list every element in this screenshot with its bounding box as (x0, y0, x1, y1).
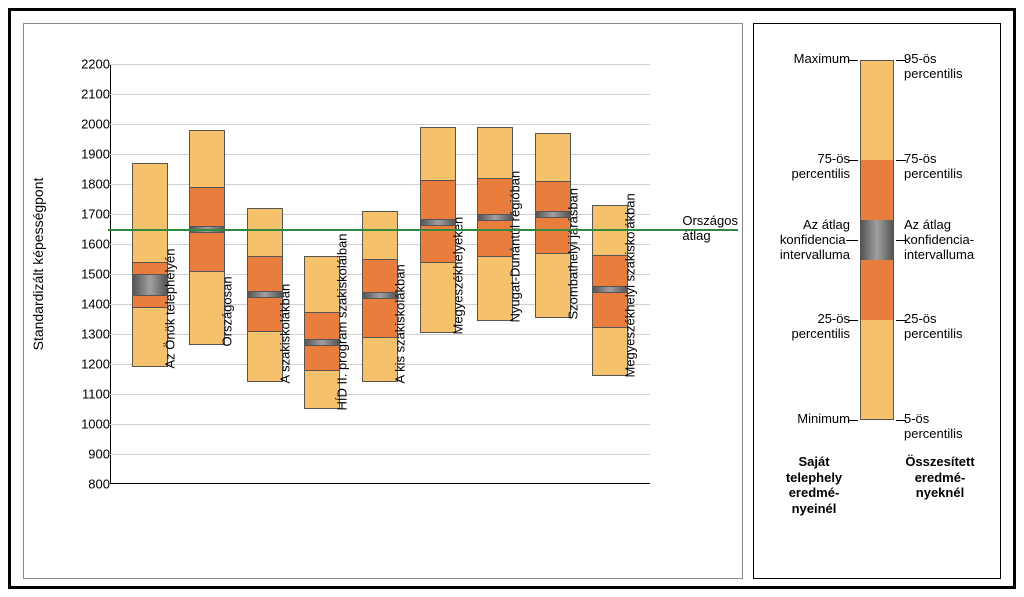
legend-label: 25-öspercentilis (750, 312, 850, 342)
category-label: Megyeszékhelyi szakiskolákban (623, 193, 638, 377)
legend-label: 25-öspercentilis (904, 312, 1004, 342)
legend-label: 75-öspercentilis (750, 152, 850, 182)
y-tick-label: 1500 (70, 267, 110, 282)
legend-seg-p95 (860, 60, 894, 160)
legend-box (860, 60, 894, 420)
category-label: A szakiskolákban (277, 284, 292, 384)
y-tick-label: 1100 (70, 387, 110, 402)
y-tick-label: 1800 (70, 177, 110, 192)
boxplot-column (189, 64, 225, 484)
legend-label: Maximum (750, 52, 850, 67)
y-tick-label: 2200 (70, 57, 110, 72)
y-tick-label: 2100 (70, 87, 110, 102)
legend-label: 5-öspercentilis (904, 412, 1004, 442)
legend-label: 95-öspercentilis (904, 52, 1004, 82)
legend-label: Minimum (750, 412, 850, 427)
y-tick-label: 1900 (70, 147, 110, 162)
y-tick-label: 1200 (70, 357, 110, 372)
y-tick-label: 1700 (70, 207, 110, 222)
y-axis-label: Standardizált képességpont (30, 178, 46, 351)
y-tick-label: 1400 (70, 297, 110, 312)
legend-label: 75-öspercentilis (904, 152, 1004, 182)
legend-seg-p5 (860, 320, 894, 420)
legend-seg-p25 (860, 260, 894, 320)
legend-panel: Sajáttelephelyeredmé-nyeinél Összesített… (753, 23, 1001, 579)
chart-panel: Standardizált képességpont 8009001000110… (23, 23, 743, 579)
legend-right-title: Összesítetteredmé-nyeknél (886, 454, 994, 501)
y-tick-label: 1300 (70, 327, 110, 342)
y-tick-label: 2000 (70, 117, 110, 132)
category-label: HÍD II. program szakiskoláiban (335, 233, 350, 410)
y-tick-label: 800 (70, 477, 110, 492)
legend-label: Az átlagkonfidencia-intervalluma (750, 218, 850, 263)
category-label: Nyugat-Dunántúl régióban (508, 170, 523, 322)
figure-frame: Standardizált képességpont 8009001000110… (8, 8, 1016, 589)
y-axis: 8009001000110012001300140015001600170018… (82, 64, 110, 484)
category-label: Megyeszékhelyeken (450, 216, 465, 334)
boxplot-column (247, 64, 283, 484)
legend-left-title: Sajáttelephelyeredmé-nyeinél (760, 454, 868, 516)
category-label: Országosan (220, 276, 235, 346)
national-avg-line (108, 229, 738, 231)
legend-label: Az átlagkonfidencia-intervalluma (904, 218, 1004, 263)
legend-seg-ci (860, 220, 894, 260)
y-tick-label: 900 (70, 447, 110, 462)
category-label: Szombathelyi járásban (565, 187, 580, 319)
y-tick-label: 1600 (70, 237, 110, 252)
category-label: Az Önök telephelyén (162, 249, 177, 369)
y-tick-label: 1000 (70, 417, 110, 432)
legend-seg-p75 (860, 160, 894, 220)
category-label: A kis szakiskolákban (393, 264, 408, 383)
